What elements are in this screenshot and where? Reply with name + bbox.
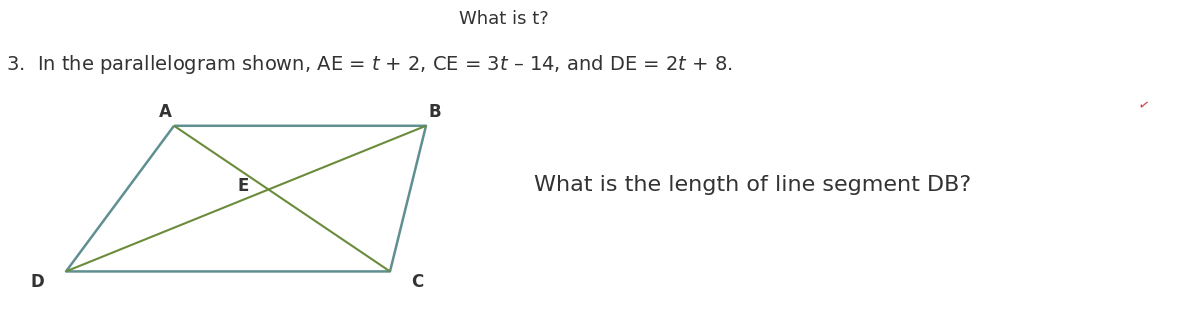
Text: What is the length of line segment DB?: What is the length of line segment DB? xyxy=(534,175,971,195)
Text: B: B xyxy=(428,103,442,121)
Text: A: A xyxy=(158,103,172,121)
Text: What is t?: What is t? xyxy=(460,10,548,28)
Text: ✓: ✓ xyxy=(1135,98,1150,114)
Text: C: C xyxy=(412,273,424,291)
Text: 3.  In the parallelogram shown, AE = $t$ + 2, CE = 3$t$ – 14, and DE = 2$t$ + 8.: 3. In the parallelogram shown, AE = $t$ … xyxy=(6,53,733,76)
Text: D: D xyxy=(31,273,44,291)
Text: E: E xyxy=(238,176,250,195)
